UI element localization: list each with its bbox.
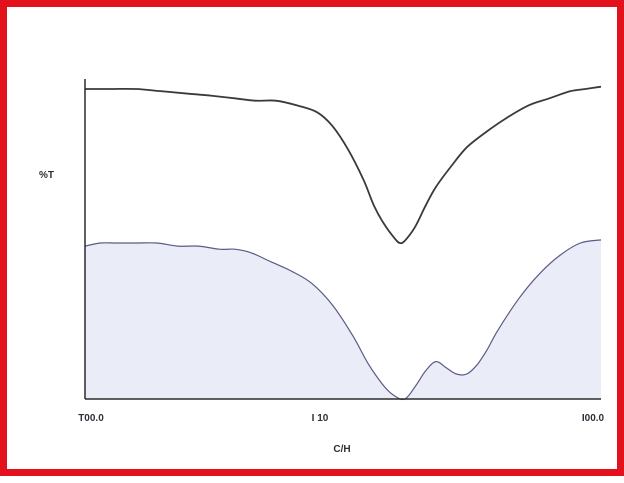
x-tick-label: T00.0 xyxy=(78,413,104,424)
x-tick-label: I 10 xyxy=(312,413,329,424)
x-axis-label: C/H xyxy=(333,444,350,455)
lower-series-fill xyxy=(85,239,601,400)
x-tick-label: I00.0 xyxy=(582,413,605,424)
lower-series-line xyxy=(84,239,602,401)
upper-series-line xyxy=(85,85,602,245)
chart: %T C/H T00.0 I 10 I00.0 xyxy=(39,79,605,455)
y-axis-label: %T xyxy=(39,170,54,181)
